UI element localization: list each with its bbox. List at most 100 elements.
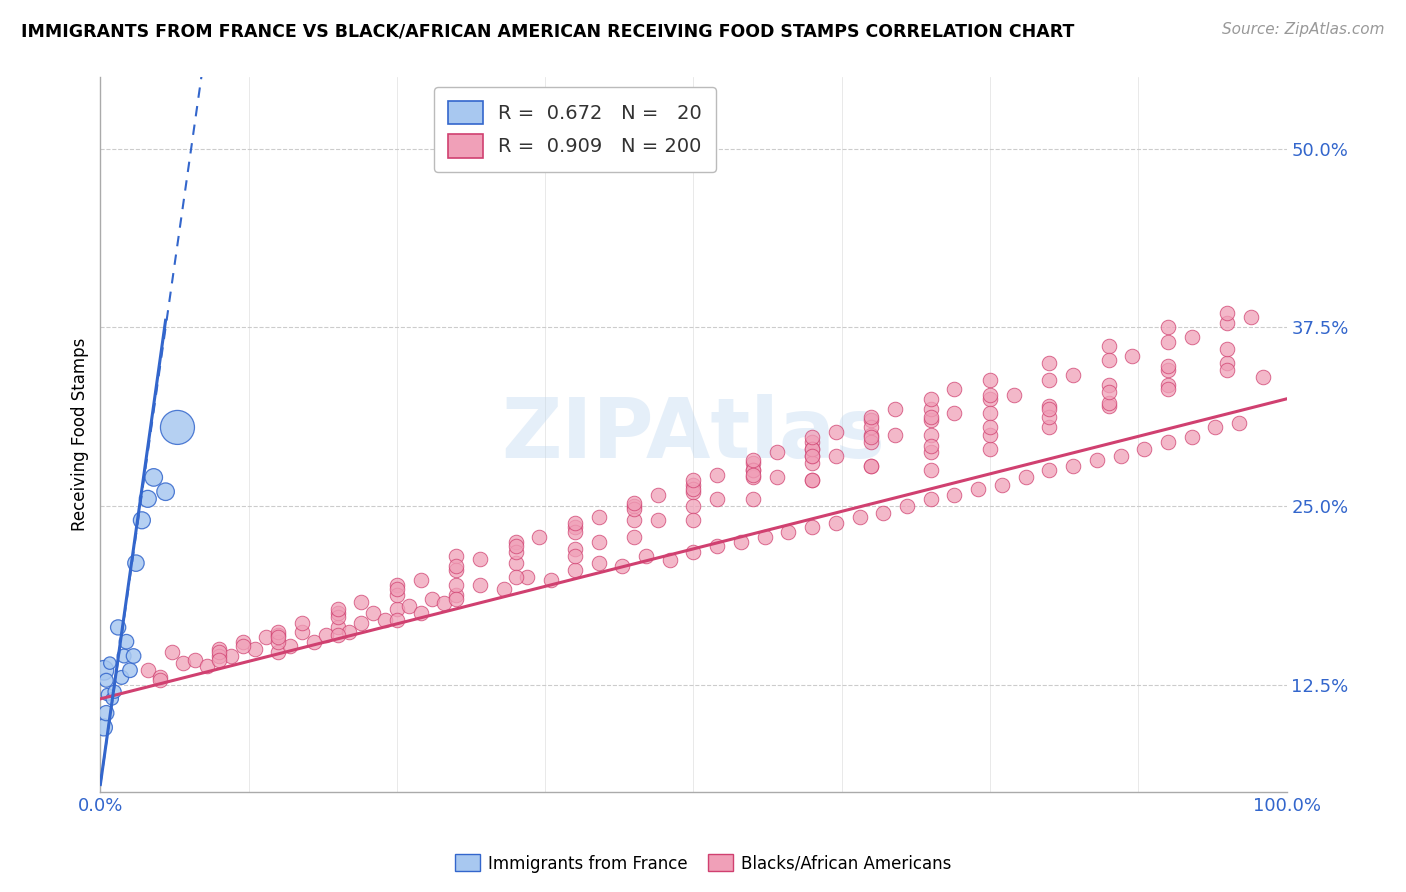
Point (101, 691, 124, 706)
Point (1098, 396, 1121, 410)
Point (1062, 458, 1084, 473)
Point (801, 449, 824, 463)
Point (243, 641, 266, 656)
Point (943, 382, 966, 396)
Point (155, 484, 177, 499)
Point (350, 616, 373, 631)
Point (136, 491, 159, 506)
Point (1098, 339, 1121, 353)
Point (267, 631, 290, 645)
Point (172, 656, 194, 670)
Point (1085, 453, 1108, 467)
Point (1098, 353, 1121, 368)
Point (1157, 320, 1180, 334)
Point (195, 659, 218, 673)
Point (979, 442, 1001, 456)
Point (860, 427, 883, 442)
Point (920, 444, 942, 458)
Point (232, 634, 254, 648)
Point (801, 434, 824, 449)
Point (1157, 382, 1180, 396)
Point (943, 487, 966, 501)
Point (682, 482, 704, 496)
Point (326, 620, 349, 634)
Point (741, 491, 763, 506)
Point (1038, 399, 1060, 413)
Point (979, 387, 1001, 401)
Y-axis label: Receiving Food Stamps: Receiving Food Stamps (72, 338, 89, 532)
Point (979, 427, 1001, 442)
Point (647, 487, 669, 501)
Point (1038, 373, 1060, 387)
Legend: R =  0.672   N =   20, R =  0.909   N = 200: R = 0.672 N = 20, R = 0.909 N = 200 (434, 87, 716, 171)
Point (801, 473, 824, 487)
Point (920, 427, 942, 442)
Point (385, 602, 408, 616)
Point (468, 577, 491, 591)
Point (142, 470, 165, 484)
Point (444, 591, 467, 606)
Point (1038, 410, 1060, 425)
Point (96, 673, 118, 688)
Point (516, 570, 538, 584)
Point (118, 663, 141, 677)
Point (920, 491, 942, 506)
Point (184, 653, 207, 667)
Point (872, 506, 894, 520)
Point (920, 413, 942, 427)
Point (741, 463, 763, 477)
Point (682, 545, 704, 559)
Point (765, 444, 787, 458)
Point (860, 430, 883, 444)
Point (612, 559, 634, 574)
Point (896, 499, 918, 513)
Point (374, 613, 396, 627)
Point (860, 410, 883, 425)
Point (149, 673, 172, 688)
Point (505, 556, 527, 570)
Point (623, 499, 645, 513)
Point (1133, 442, 1156, 456)
Point (848, 510, 870, 524)
Point (302, 634, 325, 648)
Point (1109, 449, 1132, 463)
Point (125, 556, 148, 570)
Point (96, 688, 118, 702)
Point (326, 602, 349, 616)
Point (208, 641, 231, 656)
Point (444, 549, 467, 563)
Point (824, 516, 846, 530)
Point (564, 541, 586, 556)
Point (291, 616, 314, 631)
Point (706, 539, 728, 553)
Point (208, 653, 231, 667)
Point (1240, 310, 1263, 325)
Point (682, 473, 704, 487)
Point (741, 467, 763, 482)
Point (991, 477, 1014, 491)
Point (979, 420, 1001, 434)
Point (824, 449, 846, 463)
Point (979, 373, 1001, 387)
Point (623, 496, 645, 510)
Point (1157, 434, 1180, 449)
Point (623, 501, 645, 516)
Point (588, 556, 610, 570)
Point (623, 530, 645, 544)
Point (505, 539, 527, 553)
Point (1216, 316, 1239, 330)
Point (754, 530, 776, 544)
Point (778, 524, 800, 539)
Point (540, 574, 562, 588)
Point (111, 670, 134, 684)
Point (801, 473, 824, 487)
Point (278, 639, 301, 653)
Point (1157, 359, 1180, 373)
Point (920, 463, 942, 477)
Point (860, 458, 883, 473)
Point (588, 534, 610, 549)
Point (1014, 470, 1036, 484)
Point (505, 545, 527, 559)
Point (1121, 349, 1143, 363)
Point (801, 520, 824, 534)
